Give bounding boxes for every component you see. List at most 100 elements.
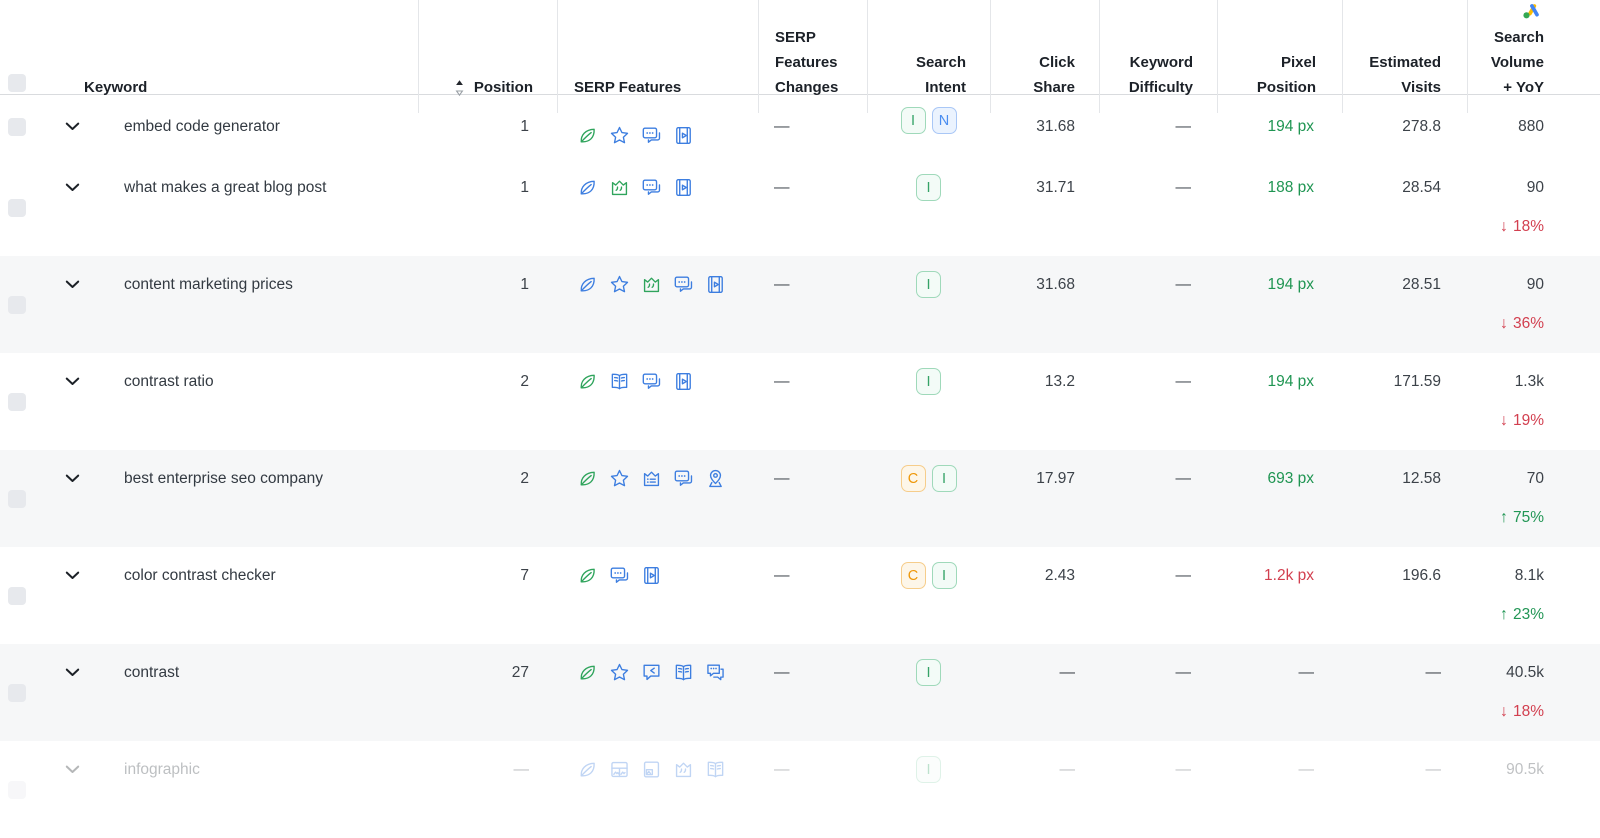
column-header-click-share[interactable]: Click Share — [990, 0, 1099, 113]
image-icon — [641, 759, 662, 780]
pixel-position-header-label: Pixel Position — [1256, 54, 1316, 96]
column-header-keyword[interactable]: Keyword — [50, 0, 418, 113]
expand-chevron-icon[interactable] — [65, 765, 80, 774]
row-checkbox-cell — [0, 159, 50, 256]
row-checkbox-cell — [0, 644, 50, 741]
keyword-difficulty-value: — — [1175, 373, 1192, 390]
serp-features-cell — [557, 256, 758, 353]
column-header-pixel-position[interactable]: Pixel Position — [1217, 0, 1342, 113]
intent-badge-informational: I — [916, 271, 941, 298]
click-share-header-label: Click Share — [1033, 54, 1075, 96]
keyword-label[interactable]: embed code generator — [124, 118, 280, 135]
search-volume-cell: 70 ↑ 75% — [1467, 450, 1600, 547]
leaf-icon — [577, 274, 598, 295]
keyword-cell: what makes a great blog post — [124, 159, 418, 256]
row-expander-cell — [50, 741, 124, 838]
arrow-down-icon: ↓ — [1499, 703, 1508, 720]
row-checkbox[interactable] — [8, 118, 26, 136]
pixel-position-value: 1.2k px — [1264, 567, 1314, 584]
click-share-value: — — [1059, 761, 1076, 778]
click-share-value: 17.97 — [1036, 470, 1075, 487]
search-volume-value: 90 — [1526, 276, 1544, 293]
serp-features-cell — [557, 159, 758, 256]
column-header-search-volume[interactable]: Search Volume + YoY — [1467, 0, 1600, 113]
row-checkbox[interactable] — [8, 489, 26, 508]
local-pack-icon — [705, 468, 726, 489]
faq-icon — [673, 274, 694, 295]
keyword-label[interactable]: contrast — [124, 664, 180, 681]
expand-chevron-icon[interactable] — [65, 571, 80, 580]
column-header-estimated-visits[interactable]: Estimated Visits — [1342, 0, 1467, 113]
book-icon — [609, 371, 630, 392]
search-volume-cell: 90.5k — [1467, 741, 1600, 838]
row-checkbox[interactable] — [8, 295, 26, 314]
click-share-value: 13.2 — [1044, 373, 1075, 390]
sort-icon[interactable] — [454, 77, 465, 99]
keyword-label[interactable]: content marketing prices — [124, 276, 293, 293]
keyword-label[interactable]: color contrast checker — [124, 567, 276, 584]
serp-features-cell — [557, 547, 758, 644]
expand-chevron-icon[interactable] — [65, 377, 80, 386]
keyword-cell: contrast ratio — [124, 353, 418, 450]
keyword-label[interactable]: infographic — [124, 761, 200, 778]
keyword-cell: infographic — [124, 741, 418, 838]
position-value: 1 — [520, 276, 529, 293]
row-checkbox-cell — [0, 547, 50, 644]
keyword-difficulty-header-label: Keyword Difficulty — [1128, 54, 1193, 96]
keyword-difficulty-value: — — [1175, 567, 1192, 584]
serp-features-changes-value: — — [774, 373, 790, 390]
search-intent-cell: I — [867, 353, 990, 450]
header-checkbox-cell — [0, 0, 50, 113]
intent-badge-informational: I — [931, 465, 957, 492]
reply-bubble-icon — [641, 662, 662, 683]
arrow-down-icon: ↓ — [1499, 412, 1508, 429]
expand-chevron-icon[interactable] — [65, 280, 80, 289]
star-icon — [609, 274, 630, 295]
video-icon — [673, 177, 694, 198]
pixel-position-value: — — [1298, 664, 1315, 681]
row-checkbox[interactable] — [8, 198, 26, 217]
search-volume-value: 8.1k — [1514, 567, 1544, 584]
table-row: contrast 27 — I — — — — 40.5k ↓ 18% — [0, 644, 1600, 741]
row-checkbox[interactable] — [8, 392, 26, 411]
keyword-cell: best enterprise seo company — [124, 450, 418, 547]
column-header-search-intent[interactable]: Search Intent — [867, 0, 990, 113]
yoy-change: ↑ 23% — [1499, 606, 1544, 623]
yoy-change: ↓ 36% — [1499, 315, 1544, 332]
pixel-position-value: 194 px — [1267, 373, 1314, 390]
expand-chevron-icon[interactable] — [65, 668, 80, 677]
row-expander-cell — [50, 95, 124, 159]
search-intent-header-label: Search Intent — [915, 54, 966, 96]
column-header-serp-features[interactable]: SERP Features — [557, 0, 758, 113]
keyword-label[interactable]: best enterprise seo company — [124, 470, 324, 487]
chat-double-icon — [705, 662, 726, 683]
estimated-visits-value: 196.6 — [1402, 567, 1441, 584]
video-icon — [673, 371, 694, 392]
select-all-checkbox[interactable] — [8, 74, 26, 92]
row-expander-cell — [50, 353, 124, 450]
column-header-keyword-difficulty[interactable]: Keyword Difficulty — [1099, 0, 1217, 113]
keyword-label[interactable]: contrast ratio — [124, 373, 214, 390]
row-checkbox[interactable] — [8, 683, 26, 702]
keyword-cell: content marketing prices — [124, 256, 418, 353]
table-header: Keyword Position SERP Features SERP Feat… — [0, 0, 1600, 113]
keyword-cell: embed code generator — [124, 95, 418, 159]
expand-chevron-icon[interactable] — [65, 122, 80, 131]
search-volume-header-label: Search Volume + YoY — [1490, 29, 1544, 96]
estimated-visits-value: — — [1425, 664, 1442, 681]
book-icon — [673, 662, 694, 683]
column-header-serp-features-changes[interactable]: SERP Features Changes — [758, 0, 867, 113]
expand-chevron-icon[interactable] — [65, 183, 80, 192]
serp-features-cell — [557, 644, 758, 741]
row-checkbox[interactable] — [8, 586, 26, 605]
pixel-position-value: 194 px — [1267, 276, 1314, 293]
keyword-label[interactable]: what makes a great blog post — [124, 179, 327, 196]
column-header-position[interactable]: Position — [418, 0, 557, 113]
search-volume-value: 70 — [1526, 470, 1544, 487]
expand-chevron-icon[interactable] — [65, 474, 80, 483]
intent-badge-informational: I — [916, 368, 941, 395]
position-header-label: Position — [473, 79, 533, 96]
row-checkbox[interactable] — [8, 780, 26, 799]
